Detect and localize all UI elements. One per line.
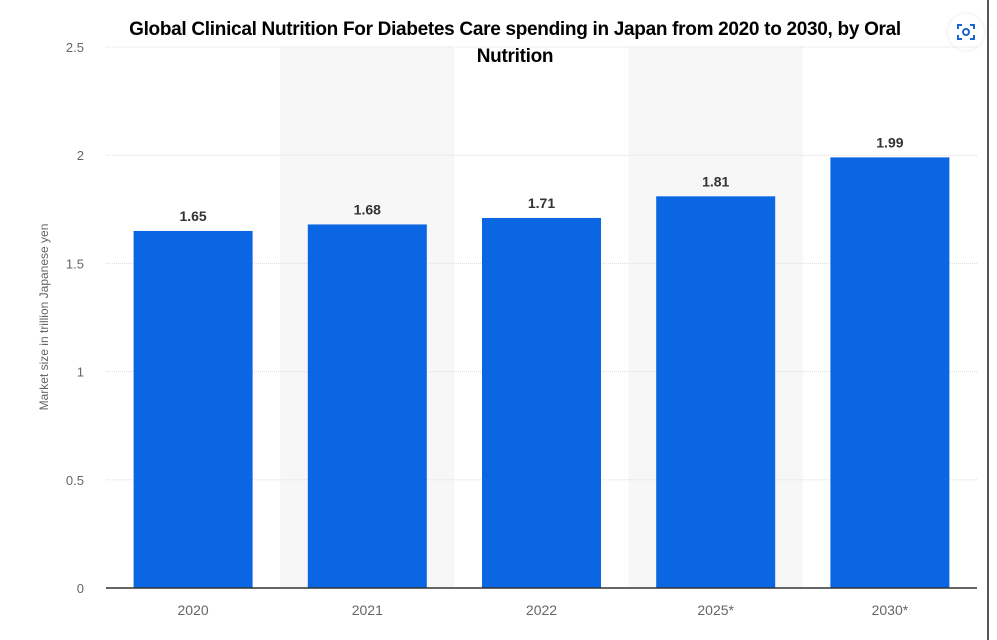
y-tick-label: 2.5: [66, 40, 84, 55]
x-tick-label: 2025*: [697, 602, 734, 618]
image-search-icon[interactable]: [948, 14, 984, 50]
y-tick-label: 1: [77, 365, 84, 380]
x-tick-label: 2021: [352, 602, 383, 618]
y-axis-label: Market size in trillion Japanese yen: [37, 224, 51, 411]
bar: [307, 224, 427, 588]
data-label: 1.68: [354, 201, 381, 217]
bar: [830, 157, 950, 588]
bar: [656, 196, 776, 589]
bar: [133, 230, 253, 588]
data-label: 1.81: [702, 173, 729, 189]
y-tick-label: 0.5: [66, 473, 84, 488]
x-tick-label: 2022: [526, 602, 557, 618]
data-label: 1.71: [528, 195, 555, 211]
data-label: 1.65: [179, 208, 206, 224]
y-tick-label: 2: [77, 148, 84, 163]
y-tick-label: 1.5: [66, 256, 84, 271]
y-tick-label: 0: [77, 581, 84, 596]
chart-title: Global Clinical Nutrition For Diabetes C…: [129, 19, 901, 67]
x-tick-label: 2020: [178, 602, 209, 618]
data-label: 1.99: [876, 134, 903, 150]
x-tick-label: 2030*: [872, 602, 909, 618]
bar: [482, 217, 601, 588]
bar-chart: 0 0.5 1 1.5 2 2.5 Market size in trillion Japa…: [37, 40, 977, 618]
